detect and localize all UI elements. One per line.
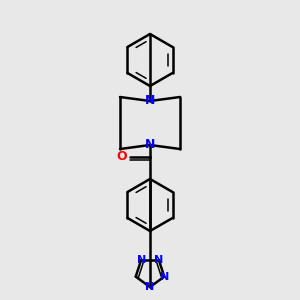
Text: N: N <box>160 272 169 282</box>
Text: N: N <box>145 139 155 152</box>
Text: N: N <box>136 255 146 265</box>
Text: N: N <box>146 282 154 292</box>
Text: N: N <box>145 94 155 107</box>
Text: N: N <box>154 255 164 265</box>
Text: O: O <box>117 151 127 164</box>
